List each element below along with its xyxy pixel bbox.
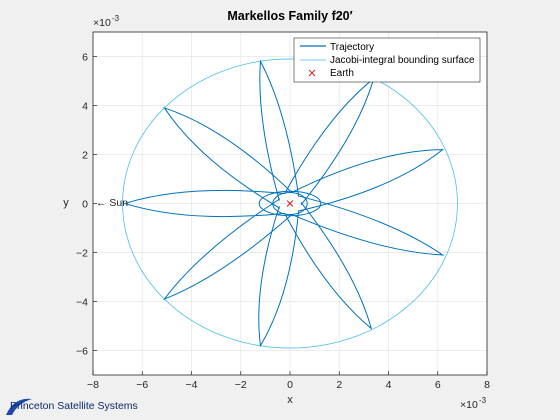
y-tick-label: 6 (82, 52, 88, 64)
legend-box (293, 37, 481, 83)
trajectory-inner-loop (258, 190, 322, 217)
earth-marker (286, 200, 294, 207)
y-exponent-label: ×10 -3 (93, 14, 120, 29)
x-tick-label: 0 (287, 379, 293, 391)
y-tick-label: 0 (82, 199, 88, 211)
x-tick-label: −2 (235, 379, 247, 391)
x-tick-label: −6 (136, 379, 148, 391)
sun-annotation: ← Sun (96, 197, 128, 209)
chart-title: Markellos Family f20′ (227, 9, 352, 23)
y-tick-label: 2 (82, 150, 88, 162)
y-exponent-power: -3 (112, 14, 120, 23)
x-axis-label: x (287, 394, 293, 406)
x-tick-label: −4 (186, 379, 198, 391)
x-tick-label: 8 (484, 379, 490, 391)
x-tick-label: 4 (386, 379, 392, 391)
y-tick-label: 4 (82, 101, 88, 113)
x-tick-label: 2 (336, 379, 342, 391)
y-tick-label: −2 (76, 248, 88, 260)
axis-ticks: −8 −6 −4 −2 0 2 4 6 8 −6 −4 −2 0 2 4 6 (76, 52, 490, 392)
brand-name: Princeton Satellite Systems (10, 400, 138, 412)
earth-marker-stroke (286, 200, 294, 207)
legend: Trajectory Jacobi-integral bounding surf… (293, 37, 481, 83)
trajectory-inner-loop (272, 191, 308, 216)
y-exponent-base: ×10 (93, 17, 111, 29)
legend-bounding-label: Jacobi-integral bounding surface (330, 55, 475, 66)
bounding-surface-curve (122, 58, 458, 349)
x-tick-label: 6 (435, 379, 441, 391)
y-axis-label: y (63, 197, 69, 209)
x-exponent-label: ×10 -3 (460, 396, 487, 411)
x-exponent-base: ×10 (460, 399, 478, 411)
plot-curves (122, 58, 458, 349)
y-tick-label: −4 (76, 297, 88, 309)
legend-earth-label: Earth (330, 68, 354, 79)
legend-earth-marker (308, 69, 316, 77)
y-tick-label: −6 (76, 346, 88, 358)
x-tick-label: −8 (87, 379, 99, 391)
legend-trajectory-label: Trajectory (330, 42, 374, 53)
x-exponent-power: -3 (479, 396, 487, 405)
princeton-logo-icon (6, 398, 32, 415)
